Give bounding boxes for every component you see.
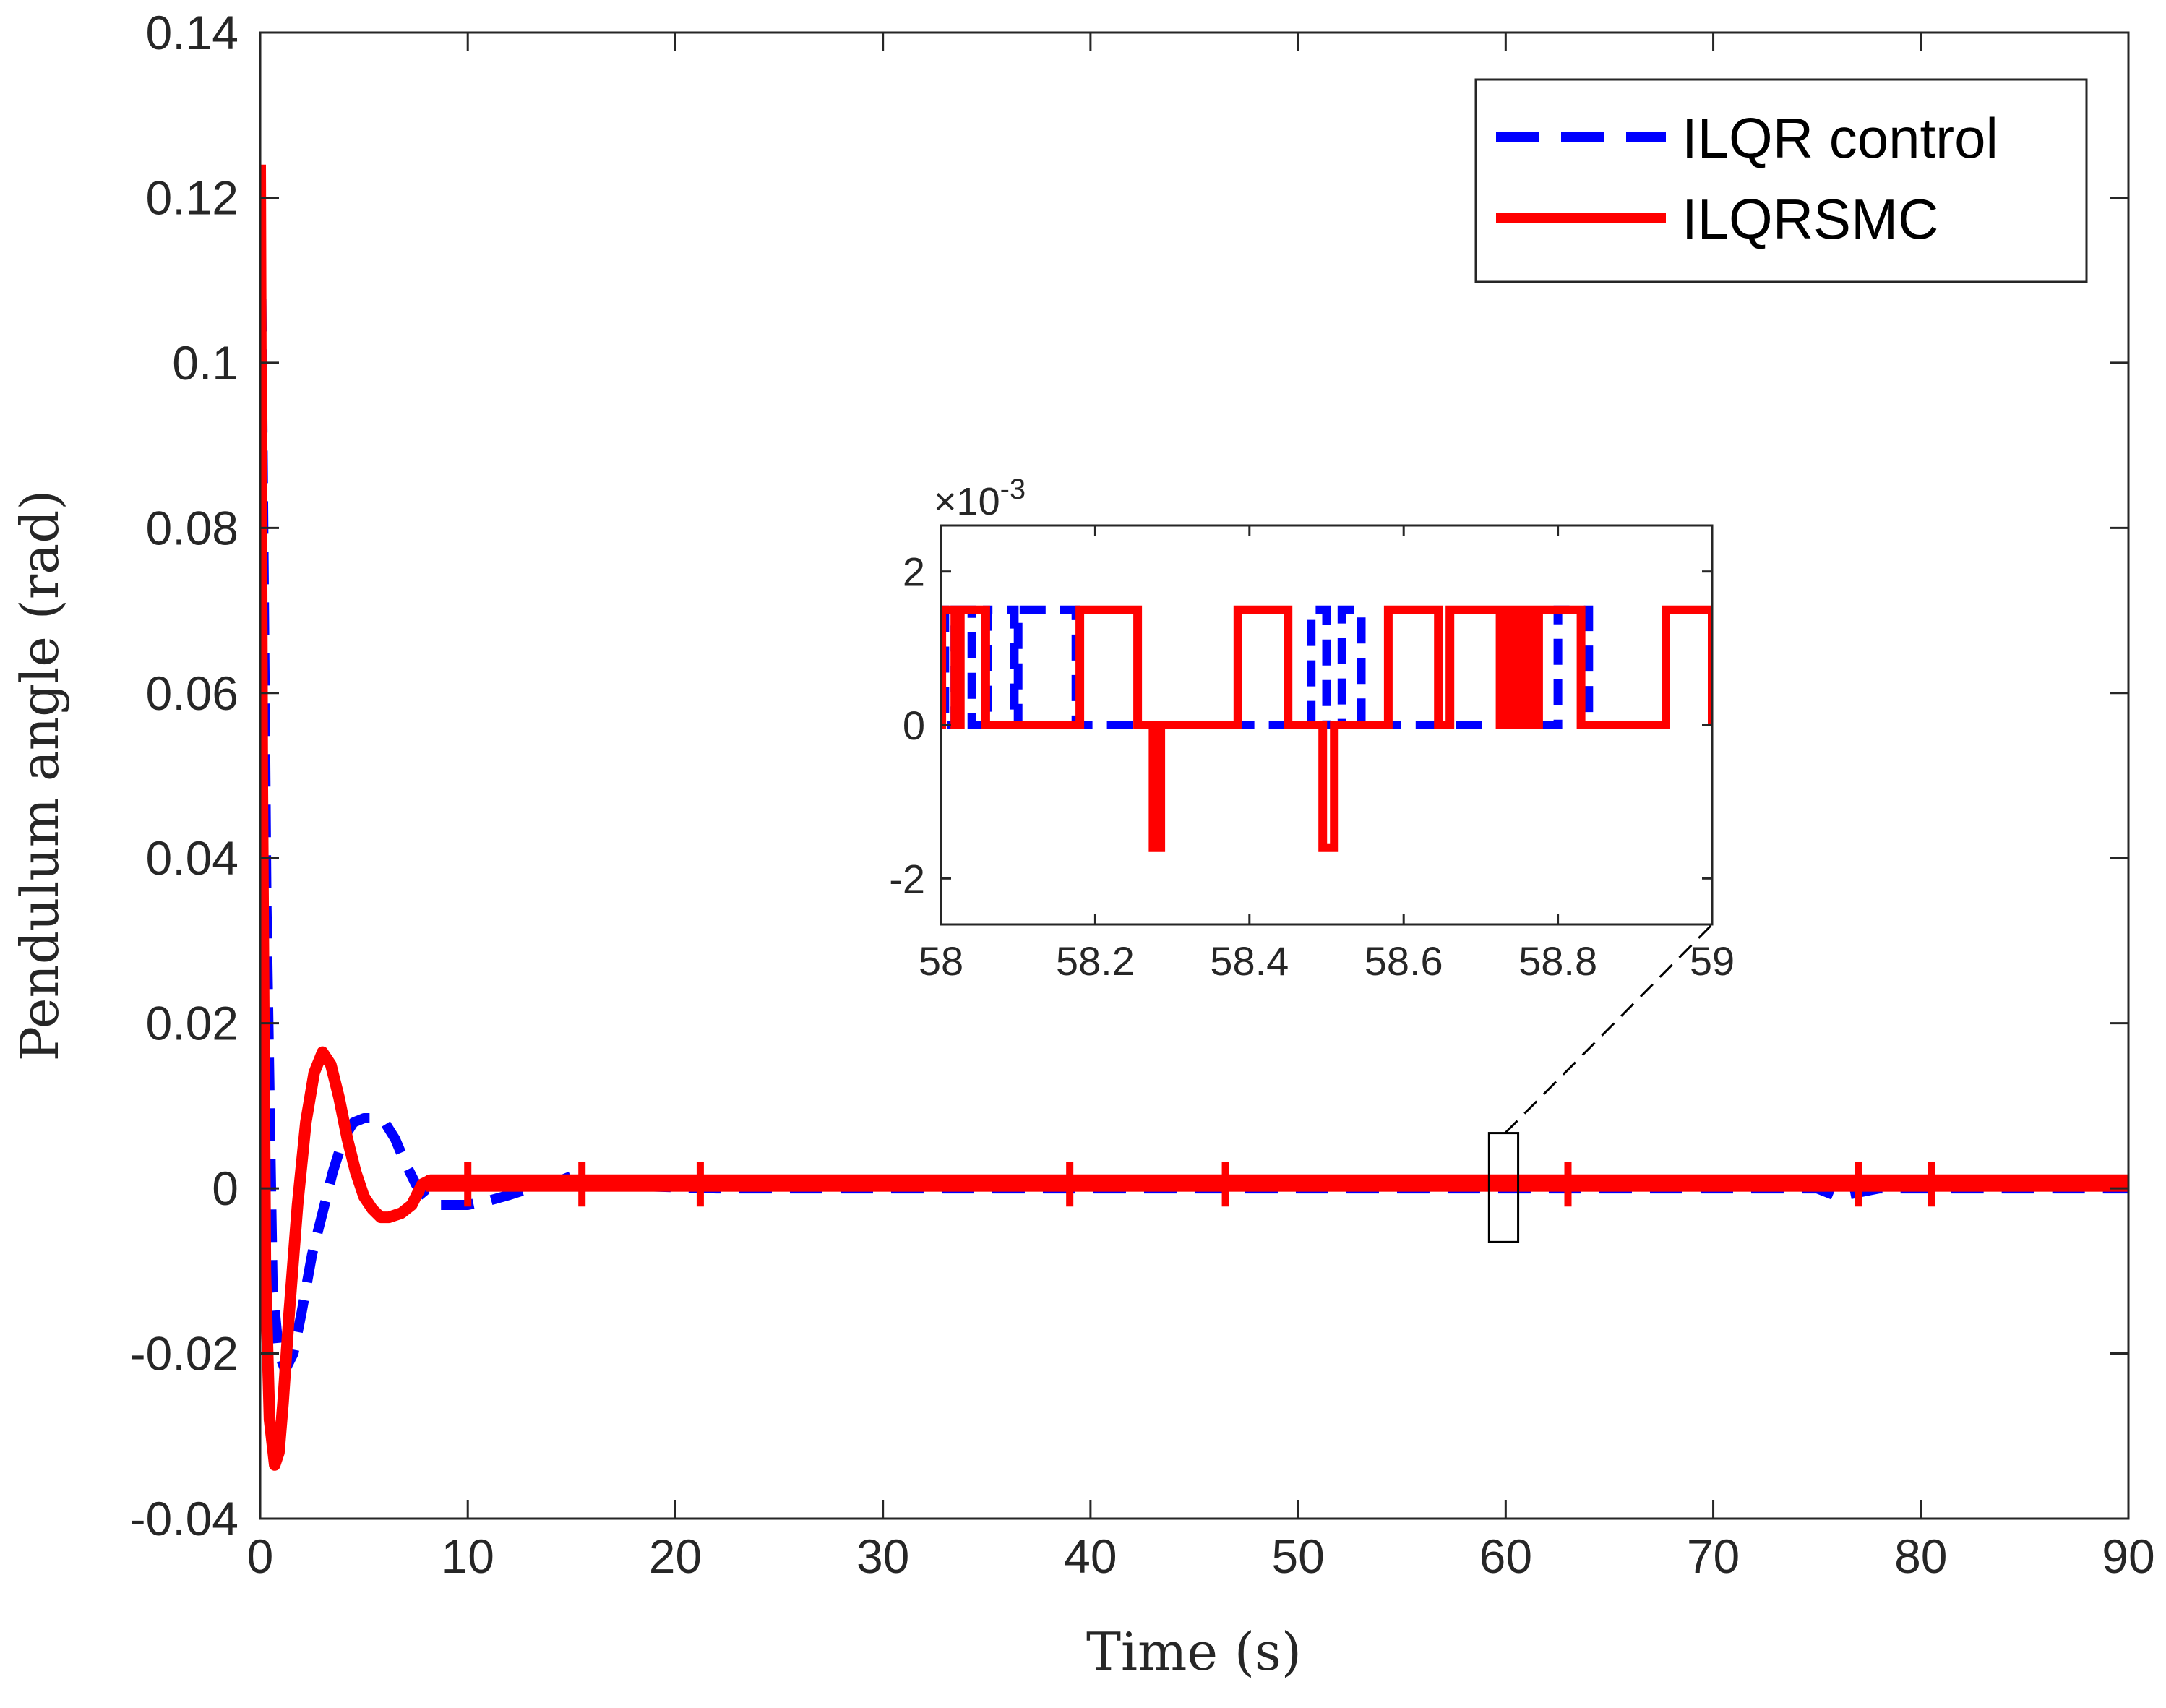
x-tick-label: 60 <box>1479 1529 1532 1583</box>
x-tick-label: 10 <box>442 1529 494 1583</box>
x-axis-title: Time (s) <box>1086 1621 1302 1682</box>
y-tick-label: 0.02 <box>146 997 238 1050</box>
x-tick-label: 90 <box>2102 1529 2154 1583</box>
x-tick-label: 70 <box>1687 1529 1740 1583</box>
y-tick-label: 0.12 <box>146 171 238 224</box>
legend-label-ilqr-control: ILQR control <box>1682 106 1998 170</box>
series-ilqrsmc-chatter-band <box>426 1175 2128 1192</box>
x-tick-label: 80 <box>1894 1529 1947 1583</box>
zoom-region-marker <box>1487 1132 1520 1243</box>
inset-exponent-label: ×10-3 <box>934 473 1026 523</box>
y-tick-label: 0.06 <box>146 666 238 720</box>
y-tick-label: -0.02 <box>130 1327 238 1381</box>
main-axes-box <box>259 31 2130 1520</box>
legend-label-ilqrsmc: ILQRSMC <box>1682 187 1938 251</box>
inset-exponent-power: -3 <box>1000 473 1026 505</box>
legend-box <box>1474 78 2088 283</box>
y-tick-label: 0 <box>212 1162 238 1215</box>
main-x-axis: 0 10 20 30 40 50 60 70 80 90 <box>247 33 2155 1583</box>
inset-y-axis: -2 0 2 <box>889 549 1712 901</box>
y-tick-label: 0.1 <box>172 336 238 390</box>
y-tick-label: 0.04 <box>146 831 238 885</box>
inset-x-tick-label: 59 <box>1690 938 1735 984</box>
y-tick-label: 0.14 <box>146 6 238 59</box>
main-plot-series <box>260 164 2128 1471</box>
inset-y-tick-label: -2 <box>889 856 925 901</box>
zoom-connector-line <box>1504 923 1714 1134</box>
inset-x-tick-label: 58.4 <box>1210 938 1289 984</box>
inset-y-tick-label: 0 <box>903 703 925 748</box>
inset-x-tick-label: 58.2 <box>1056 938 1135 984</box>
inset-plot-series <box>941 605 1712 852</box>
inset-x-tick-label: 58.8 <box>1518 938 1597 984</box>
x-tick-label: 40 <box>1064 1529 1117 1583</box>
y-tick-label: -0.04 <box>130 1492 238 1545</box>
inset-x-tick-label: 58.6 <box>1365 938 1443 984</box>
inset-x-axis: 58 58.2 58.4 58.6 58.8 59 <box>919 525 1735 984</box>
legend: ILQR control ILQRSMC <box>1474 78 2088 283</box>
series-line-ilqrsmc <box>260 164 2128 1471</box>
main-y-axis: -0.04 -0.02 0 0.02 0.04 0.06 0.08 0.1 0.12 0.14 <box>130 6 2128 1545</box>
x-tick-label: 0 <box>247 1529 274 1583</box>
x-tick-label: 20 <box>649 1529 702 1583</box>
y-tick-label: 0.08 <box>146 501 238 554</box>
inset-exponent-base: ×10 <box>934 480 1000 523</box>
series-line-ilqr-control <box>260 197 2128 1376</box>
inset-x-tick-label: 58 <box>919 938 963 984</box>
x-tick-label: 30 <box>856 1529 909 1583</box>
inset-series-ilqrsmc <box>941 605 1712 852</box>
x-tick-label: 50 <box>1271 1529 1324 1583</box>
inset-y-tick-label: 2 <box>903 549 925 595</box>
y-axis-title: Pendulum angle (rad) <box>9 490 70 1062</box>
